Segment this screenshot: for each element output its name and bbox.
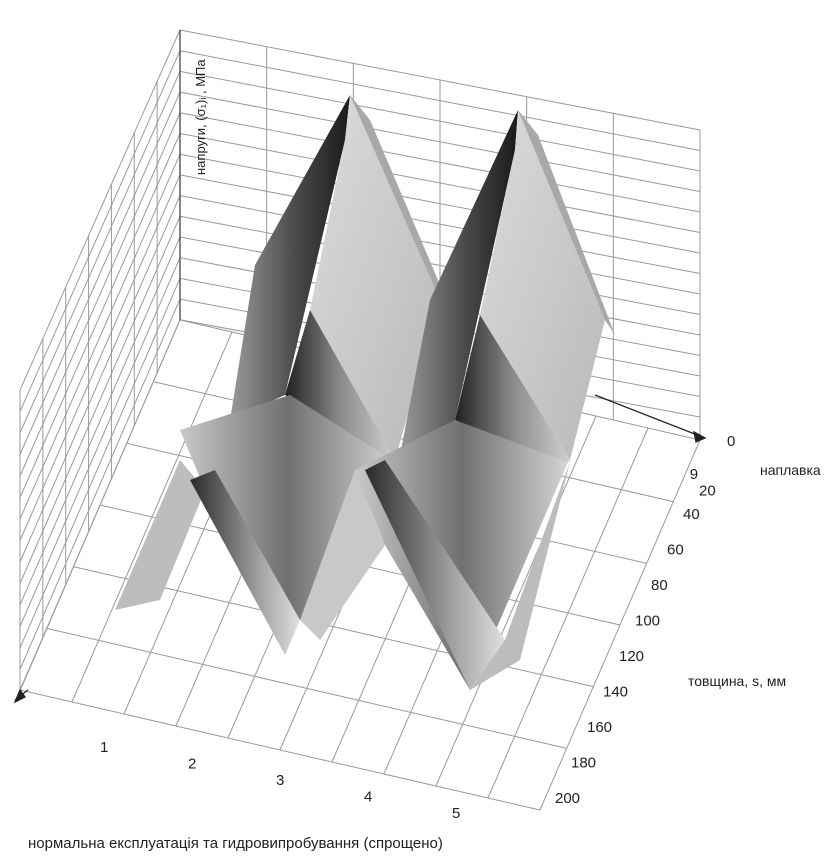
grid-line [19, 133, 181, 498]
y-tick-label: 40 [683, 506, 700, 523]
y-tick-label: 0 [727, 433, 735, 450]
grid-line [19, 236, 181, 606]
x-tick-label: 2 [188, 756, 196, 773]
y-tick-label: 20 [699, 483, 716, 500]
surface-left-tongue [115, 460, 205, 610]
grid-line [19, 50, 181, 412]
back-left-wall-grid [19, 29, 181, 692]
ridge-2-crest [518, 110, 615, 335]
grid-line [19, 257, 181, 627]
grid-line [19, 298, 181, 670]
y-tick-label: 200 [555, 790, 580, 807]
surface-floor-1 [180, 395, 395, 620]
y-tick-label: 60 [667, 542, 684, 559]
y-tick-label: 100 [635, 613, 660, 630]
x-axis-arrow [13, 688, 26, 704]
y-tick-labels: 0 920 40 60 80 100 120 140 160 180 200 [555, 433, 735, 807]
grid-line [487, 427, 649, 799]
y-tick-label: 80 [651, 577, 668, 594]
grid-line [19, 29, 181, 391]
chart-caption: нормальна експлуатація та гидровипробува… [28, 835, 443, 852]
y-tick-label: 140 [603, 684, 628, 701]
grid-line [19, 91, 181, 455]
grid-line [19, 319, 181, 691]
surface [115, 95, 615, 690]
surface-right-slope [470, 462, 570, 690]
x-tick-label: 4 [364, 789, 372, 806]
y-tick-label: 160 [587, 719, 612, 736]
ridge-1-crest [350, 95, 455, 320]
ridge-2-left-face [400, 110, 518, 455]
grid-line [539, 439, 701, 811]
ridge-1-left-face [230, 95, 350, 420]
x-tick-label: 1 [100, 739, 108, 756]
grid-line [19, 216, 181, 584]
x-tick-labels: 1 2 3 4 5 [100, 739, 460, 822]
grid-line [19, 195, 181, 563]
z-axis-label: напруги, (σ₁)ᵢ , МПа [193, 59, 208, 175]
axes [13, 30, 707, 704]
y-axis-label: товщина, s, мм [688, 673, 786, 689]
y-tick-label: 120 [619, 648, 644, 665]
grid-line [19, 112, 181, 477]
x-tick-label: 3 [276, 772, 284, 789]
grid-line [71, 331, 233, 703]
y-axis-arrow [693, 430, 707, 443]
surface-floor-2 [355, 420, 568, 690]
annotation-naplavka: наплавка [760, 462, 821, 478]
grid-line [435, 415, 597, 787]
ridge-1-dark-fold [285, 310, 395, 470]
grid-line [19, 153, 181, 520]
x-tick-label: 5 [452, 805, 460, 822]
trough-2 [365, 460, 505, 690]
y-tick-label: 180 [571, 755, 596, 772]
grid-line [19, 174, 181, 541]
ridge-2-right-face [480, 110, 605, 460]
grid-line [19, 71, 181, 434]
grid-line [19, 278, 181, 649]
trough-1 [190, 470, 300, 655]
y-tick-label: 9 [690, 466, 698, 483]
ridge-1-right-face [310, 95, 440, 460]
surface-mid-slope [300, 470, 385, 640]
y-axis-line [594, 394, 706, 439]
